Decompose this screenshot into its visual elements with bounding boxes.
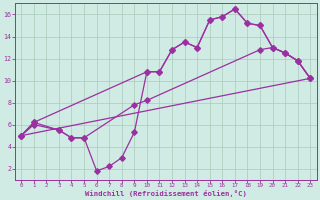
X-axis label: Windchill (Refroidissement éolien,°C): Windchill (Refroidissement éolien,°C) [85,190,247,197]
